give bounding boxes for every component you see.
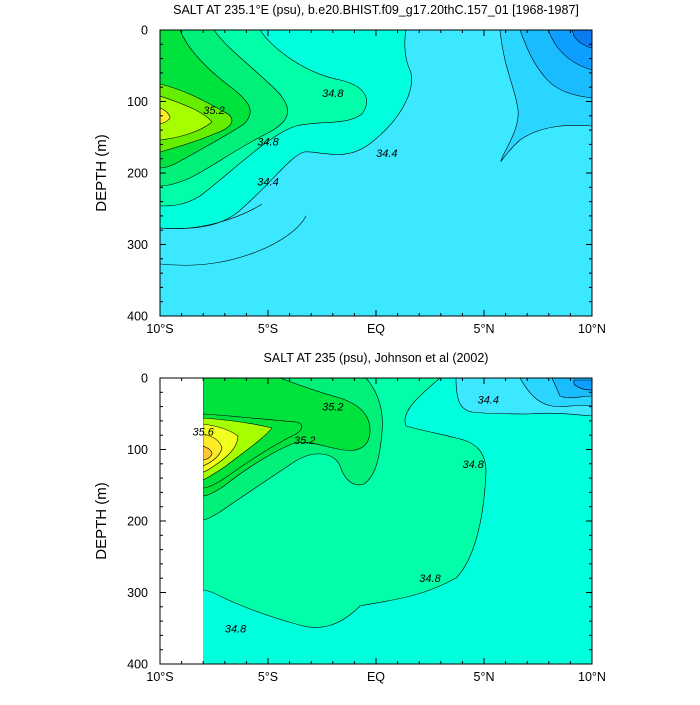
bottom-ytick-label: 400: [127, 658, 148, 672]
top-contour-fill: [160, 30, 592, 316]
top-xtick-label: 5°N: [474, 322, 495, 336]
bottom-contour-fill: [203, 378, 592, 664]
bottom-ylabel: DEPTH (m): [93, 482, 110, 560]
top-title: SALT AT 235.1°E (psu), b.e20.BHIST.f09_g…: [173, 3, 579, 17]
bottom-contour-label: 34.4: [478, 394, 499, 406]
top-xtick-label: 10°S: [146, 322, 173, 336]
top-contour-label: 34.8: [257, 137, 279, 149]
top-ytick-label: 0: [141, 24, 148, 38]
top-ytick-label: 400: [127, 310, 148, 324]
bottom-contour-label: 34.8: [225, 623, 247, 635]
top-ytick-label: 100: [127, 95, 148, 109]
bottom-ytick-label: 200: [127, 515, 148, 529]
bottom-contour-label: 34.8: [462, 459, 484, 471]
bottom-xtick-label: 5°S: [258, 670, 278, 684]
bottom-contour-labels: 35.6 35.2 35.2 34.4 34.8 34.8 34.8: [192, 394, 499, 635]
bottom-xtick-label: 10°N: [578, 670, 606, 684]
bottom-ytick-label: 100: [127, 443, 148, 457]
top-contour-label: 34.4: [376, 148, 397, 160]
top-contour-label: 35.2: [203, 105, 224, 117]
bottom-contour-label: 35.2: [322, 402, 343, 414]
top-axes: 10°S 5°S EQ 5°N 10°N 0 100 200 300 400: [127, 24, 606, 337]
top-bottom-line: [160, 203, 263, 229]
bottom-title: SALT AT 235 (psu), Johnson et al (2002): [264, 351, 489, 365]
top-ytick-label: 300: [127, 238, 148, 252]
bottom-contour-label: 35.6: [192, 427, 214, 439]
top-xtick-label: 10°N: [578, 322, 606, 336]
top-fill-out: [160, 215, 307, 266]
bottom-contour-label: 34.8: [419, 573, 441, 585]
top-ytick-label: 200: [127, 167, 148, 181]
bottom-fill-356: [203, 445, 213, 461]
bottom-ytick-label: 300: [127, 586, 148, 600]
top-panel: SALT AT 235.1°E (psu), b.e20.BHIST.f09_g…: [93, 3, 606, 336]
top-contour-label: 34.8: [322, 88, 344, 100]
bottom-ytick-label: 0: [141, 372, 148, 386]
top-fill-356: [160, 107, 171, 125]
bottom-contour-label: 35.2: [294, 435, 315, 447]
top-xtick-label: 5°S: [258, 322, 278, 336]
bottom-panel: SALT AT 235 (psu), Johnson et al (2002) …: [93, 351, 606, 684]
top-contour-label: 34.4: [257, 177, 278, 189]
bottom-xtick-label: 5°N: [474, 670, 495, 684]
bottom-axes: 10°S 5°S EQ 5°N 10°N 0 100 200 300 400: [127, 372, 606, 685]
bottom-xtick-label: EQ: [367, 670, 385, 684]
top-ylabel: DEPTH (m): [93, 134, 110, 212]
top-xtick-label: EQ: [367, 322, 385, 336]
bottom-xtick-label: 10°S: [146, 670, 173, 684]
top-contour-labels: 34.8 35.2 34.8 34.4 34.4: [203, 88, 397, 189]
top-fill-354: [160, 95, 213, 141]
